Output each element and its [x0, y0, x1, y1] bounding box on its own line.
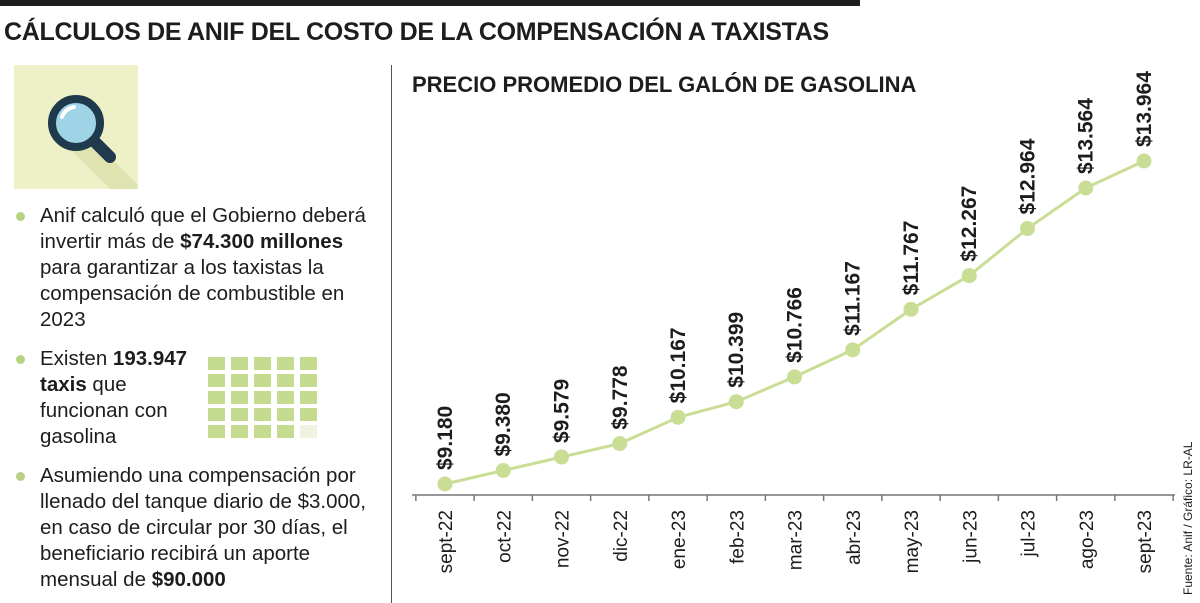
x-tick-label: feb-23	[727, 510, 748, 564]
taxi-square	[254, 391, 271, 404]
taxi-square	[300, 425, 317, 438]
data-label: $10.766	[784, 287, 807, 363]
data-point	[903, 301, 919, 317]
x-tick-label: may-23	[902, 510, 923, 573]
taxi-square	[277, 391, 294, 404]
bullet-investment: Anif calculó que el Gobierno deberá inve…	[16, 203, 371, 333]
taxi-square	[300, 408, 317, 421]
taxi-square	[208, 374, 225, 387]
data-point	[1078, 180, 1094, 196]
data-label: $13.564	[1075, 98, 1098, 174]
bullet-compensation: Asumiendo una compensación por llenado d…	[16, 463, 384, 593]
x-tick-label: abr-23	[844, 510, 865, 565]
data-label: $12.964	[1017, 138, 1040, 214]
taxi-square	[254, 357, 271, 370]
x-tick-label: ago-23	[1077, 510, 1098, 569]
taxi-square	[208, 391, 225, 404]
taxi-square	[231, 391, 248, 404]
taxi-square	[208, 408, 225, 421]
data-point	[554, 449, 569, 465]
data-label: $9.180	[434, 406, 457, 470]
taxi-square	[231, 408, 248, 421]
taxi-square	[231, 425, 248, 438]
x-tick-label: sept-23	[1135, 510, 1156, 573]
divider	[391, 65, 392, 603]
data-point	[612, 436, 628, 452]
data-label: $11.767	[900, 221, 923, 296]
taxi-square	[277, 374, 294, 387]
data-point	[1136, 153, 1152, 169]
taxi-square	[208, 357, 225, 370]
bullet-dot	[16, 355, 25, 364]
bullet-dot	[16, 212, 25, 221]
data-point	[1020, 221, 1035, 237]
source-note: Fuente: Anif / Gráfico: LR-AL	[1181, 441, 1195, 595]
taxi-square	[208, 425, 225, 438]
page-title: CÁLCULOS DE ANIF DEL COSTO DE LA COMPENS…	[4, 18, 829, 46]
bullet-taxis: Existen 193.947 taxis que funcionan con …	[16, 346, 216, 450]
top-rule	[0, 0, 860, 6]
taxi-square	[254, 374, 271, 387]
taxi-square	[300, 391, 317, 404]
taxi-grid	[208, 357, 320, 441]
bullet-dot	[16, 472, 25, 481]
x-tick-label: sept-22	[436, 510, 457, 573]
data-point	[437, 476, 453, 492]
taxi-square	[254, 408, 271, 421]
taxi-square	[254, 425, 271, 438]
x-tick-label: mar-23	[786, 510, 807, 570]
taxi-square	[300, 357, 317, 370]
data-label: $9.380	[492, 392, 515, 456]
data-point	[670, 409, 686, 425]
magnifier-icon	[48, 95, 138, 189]
data-label: $13.964	[1133, 71, 1156, 147]
x-tick-label: jul-23	[1019, 510, 1040, 557]
x-tick-label: oct-22	[494, 510, 515, 563]
taxi-square	[277, 357, 294, 370]
data-label: $9.778	[609, 365, 632, 430]
chart-title: PRECIO PROMEDIO DEL GALÓN DE GASOLINA	[412, 72, 917, 97]
data-label: $10.399	[725, 312, 748, 388]
x-tick-label: ene-23	[669, 510, 690, 569]
data-label: $12.267	[958, 186, 981, 262]
taxi-square	[300, 374, 317, 387]
taxi-square	[231, 374, 248, 387]
taxi-square	[277, 425, 294, 438]
x-tick-label: jun-23	[960, 510, 981, 564]
taxi-square	[277, 408, 294, 421]
data-label: $11.167	[842, 261, 865, 336]
data-point	[961, 268, 977, 284]
data-label: $9.579	[551, 379, 574, 443]
x-tick-label: nov-22	[553, 510, 574, 568]
data-point	[787, 369, 802, 385]
taxi-square	[231, 357, 248, 370]
data-point	[845, 342, 861, 358]
x-tick-label: dic-22	[611, 510, 632, 562]
icon-panel	[14, 65, 138, 189]
data-point	[495, 462, 511, 478]
data-label: $10.167	[667, 327, 690, 403]
data-point	[728, 394, 744, 410]
